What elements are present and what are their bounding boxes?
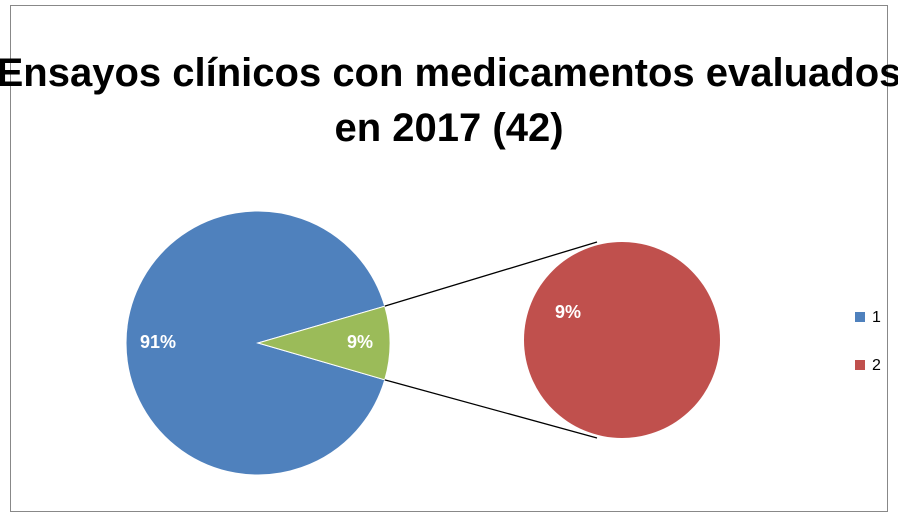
legend-label: 2 xyxy=(872,357,881,374)
connector-line xyxy=(384,379,598,439)
chart-title: Ensayos clínicos con medicamentos evalua… xyxy=(0,51,898,150)
secondary-pie-slice xyxy=(524,242,720,438)
data-label: 9% xyxy=(347,332,373,352)
data-label: 9% xyxy=(555,302,581,322)
legend-label: 1 xyxy=(872,309,881,326)
legend-swatch xyxy=(855,312,865,322)
pie-slice xyxy=(125,210,386,476)
connector-line xyxy=(384,241,598,307)
data-label: 91% xyxy=(140,332,176,352)
legend-swatch xyxy=(855,360,865,370)
